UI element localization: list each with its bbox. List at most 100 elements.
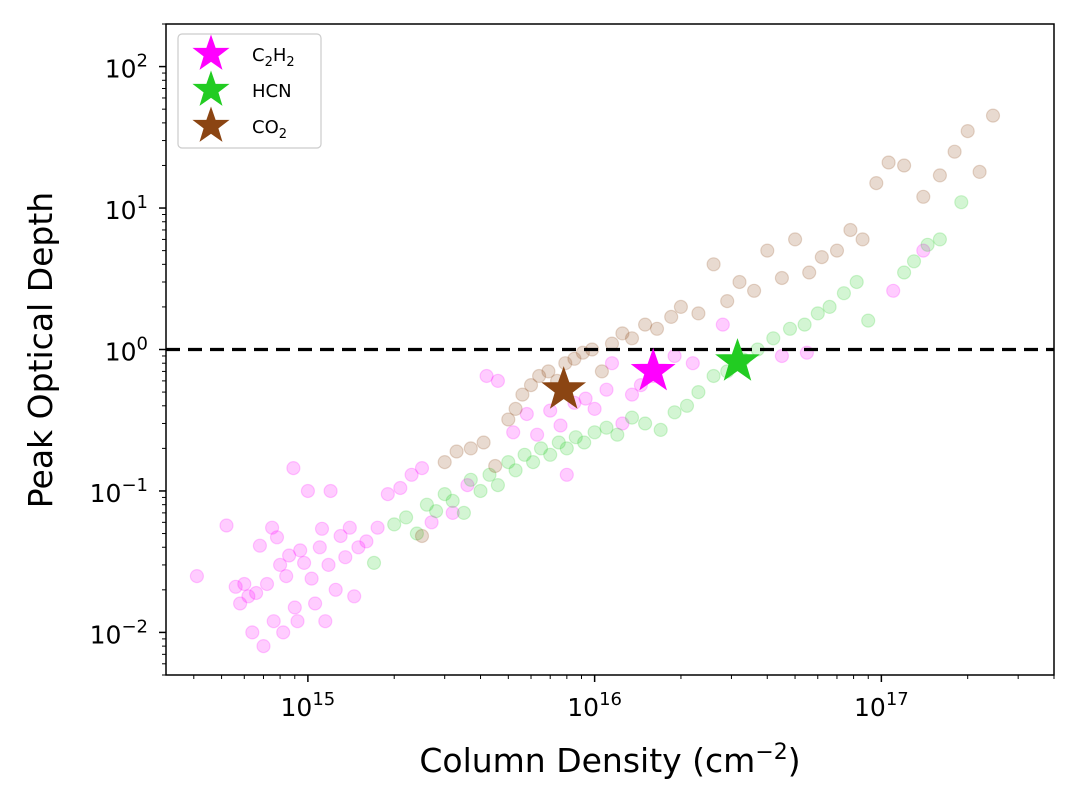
point-hcn	[766, 331, 781, 346]
point-c2h2	[228, 579, 243, 594]
point-hcn	[920, 237, 935, 252]
point-co2	[476, 435, 491, 450]
point-co2	[691, 306, 706, 321]
point-c2h2	[916, 243, 931, 258]
point-hcn	[797, 317, 812, 332]
legend-star-co2	[192, 106, 230, 142]
point-c2h2	[490, 373, 505, 388]
point-co2	[706, 257, 721, 272]
point-co2	[720, 294, 735, 309]
point-c2h2	[667, 348, 682, 364]
point-c2h2	[338, 550, 353, 565]
point-co2	[637, 317, 653, 332]
y-tick-label: 10−1	[90, 475, 148, 508]
point-co2	[501, 412, 516, 427]
legend-star-c2h2	[192, 34, 230, 70]
point-co2	[881, 155, 896, 170]
point-co2	[774, 270, 790, 286]
point-c2h2	[380, 487, 395, 502]
y-tick-label: 102	[105, 51, 148, 84]
legend-label-hcn: HCN	[252, 81, 292, 102]
point-co2	[523, 378, 539, 393]
point-c2h2	[290, 614, 305, 629]
point-c2h2	[256, 638, 271, 654]
point-c2h2	[559, 467, 574, 482]
point-co2	[488, 458, 503, 474]
point-c2h2	[393, 480, 408, 496]
point-co2	[558, 356, 573, 371]
point-hcn	[810, 306, 825, 321]
point-hcn	[437, 487, 452, 502]
point-c2h2	[297, 555, 312, 571]
point-c2h2	[318, 614, 333, 629]
legend: C2H2 HCN CO2	[177, 33, 322, 149]
point-hcn	[932, 232, 948, 247]
point-co2	[802, 265, 817, 280]
point-c2h2	[543, 403, 558, 418]
point-c2h2	[615, 416, 630, 431]
point-co2	[932, 168, 948, 183]
point-hcn	[445, 493, 460, 508]
point-c2h2	[286, 461, 301, 476]
point-c2h2	[404, 467, 419, 482]
point-c2h2	[293, 543, 308, 558]
point-hcn	[419, 497, 434, 512]
point-c2h2	[359, 534, 374, 549]
point-hcn	[861, 313, 876, 328]
point-hcn	[624, 410, 640, 425]
point-c2h2	[604, 356, 620, 371]
point-hcn	[782, 321, 798, 336]
point-co2	[673, 299, 689, 314]
point-hcn	[490, 478, 505, 493]
point-c2h2	[553, 418, 568, 433]
point-c2h2	[529, 427, 545, 442]
point-c2h2	[314, 521, 330, 536]
point-c2h2	[308, 596, 323, 611]
point-c2h2	[333, 528, 348, 544]
point-co2	[829, 243, 845, 258]
point-c2h2	[279, 568, 294, 584]
point-hcn	[896, 265, 912, 280]
point-c2h2	[276, 625, 291, 640]
point-co2	[414, 528, 430, 544]
y-tick-label: 101	[105, 192, 148, 225]
point-c2h2	[506, 425, 521, 440]
point-hcn	[533, 441, 549, 456]
point-c2h2	[424, 515, 439, 530]
point-c2h2	[328, 582, 343, 597]
point-co2	[760, 243, 775, 258]
point-co2	[463, 441, 478, 456]
point-co2	[972, 164, 987, 179]
point-hcn	[429, 504, 444, 519]
point-hcn	[653, 422, 668, 437]
point-hcn	[473, 483, 488, 499]
star-hcn	[715, 338, 760, 381]
point-c2h2	[685, 356, 700, 371]
x-axis-label: Column Density (cm−2)	[419, 740, 800, 780]
point-c2h2	[300, 483, 315, 499]
x-axis-label-exponent: −2	[755, 740, 787, 765]
point-hcn	[667, 405, 682, 420]
point-co2	[531, 368, 547, 384]
point-c2h2	[715, 317, 730, 332]
point-co2	[541, 364, 556, 379]
point-co2	[567, 351, 582, 366]
point-hcn	[551, 435, 566, 450]
point-c2h2	[347, 589, 362, 604]
point-c2h2	[265, 520, 280, 535]
point-c2h2	[189, 568, 204, 584]
point-co2	[947, 144, 962, 159]
point-hcn	[679, 398, 695, 413]
point-hcn	[610, 427, 625, 442]
point-c2h2	[624, 387, 640, 402]
point-c2h2	[774, 348, 790, 364]
point-co2	[814, 250, 829, 265]
point-c2h2	[233, 596, 248, 611]
point-c2h2	[304, 571, 319, 586]
point-hcn	[568, 430, 583, 445]
point-c2h2	[587, 401, 602, 416]
point-c2h2	[245, 625, 260, 640]
point-hcn	[501, 455, 516, 470]
point-hcn	[822, 299, 837, 314]
